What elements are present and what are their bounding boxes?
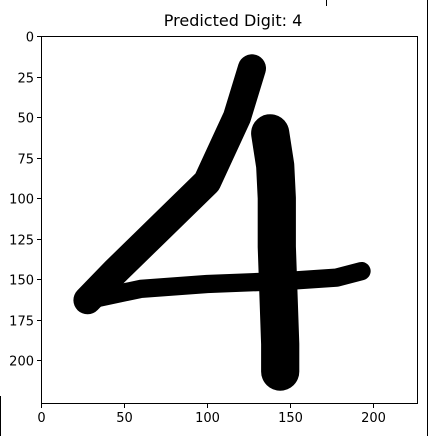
y-tick-label: 25: [17, 72, 34, 87]
stroke-crossbar: [78, 261, 371, 310]
y-tick-label: 50: [17, 112, 34, 127]
x-axis: 0 50 100 150 200: [37, 404, 386, 426]
axes-frame: [41, 36, 418, 404]
y-tick-label: 0: [26, 31, 34, 46]
window-frame-left: [0, 396, 1, 436]
y-tick-label: 150: [9, 274, 34, 289]
window-frame-top-right: [326, 0, 327, 6]
plot-area: [41, 36, 418, 404]
x-tick-label: 50: [116, 411, 133, 426]
image-background: [41, 36, 418, 404]
stroke-diagonal: [73, 54, 266, 315]
x-tick-label: 100: [195, 411, 220, 426]
x-tick-label: 150: [278, 411, 303, 426]
y-tick-label: 125: [9, 234, 34, 249]
y-tick-label: 75: [17, 153, 34, 168]
x-tick-label: 0: [37, 411, 45, 426]
x-tick-label: 200: [361, 411, 386, 426]
stroke-vertical: [251, 114, 300, 391]
y-tick-label: 175: [9, 315, 34, 330]
digit-strokes: [73, 54, 371, 391]
chart-title: Predicted Digit: 4: [164, 11, 303, 30]
y-tick-label: 100: [9, 193, 34, 208]
y-tick-label: 200: [9, 355, 34, 370]
y-axis: 0 25 50 75 100 125 150 175 200: [9, 31, 41, 370]
